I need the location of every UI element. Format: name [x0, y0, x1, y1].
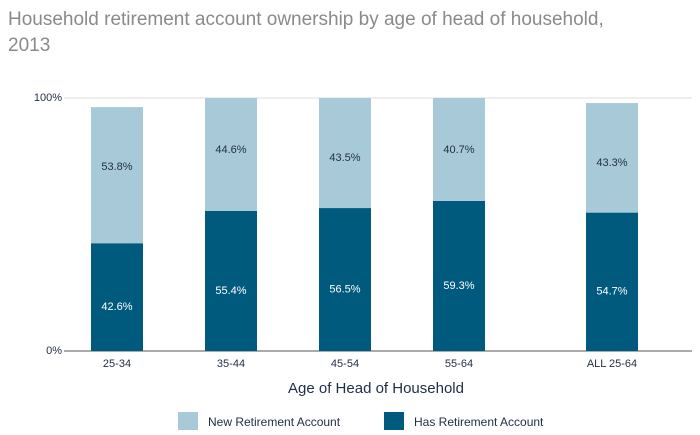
legend-label: New Retirement Account — [208, 415, 341, 429]
data-label: 43.5% — [329, 152, 360, 164]
bar-segment — [586, 212, 638, 351]
bar-segment — [433, 200, 485, 351]
bar-segment — [586, 103, 638, 213]
x-tick-label: 35-44 — [217, 358, 245, 370]
x-tick-label: 45-54 — [331, 358, 359, 370]
data-label: 42.6% — [101, 301, 132, 313]
data-label: 40.7% — [443, 144, 474, 156]
legend-swatch — [384, 412, 404, 430]
y-tick-label: 0% — [46, 345, 62, 357]
data-label: 53.8% — [101, 161, 132, 173]
data-label: 44.6% — [215, 144, 246, 156]
y-tick-label: 100% — [34, 92, 62, 104]
bar-segment — [91, 243, 143, 351]
bar-segment — [433, 98, 485, 201]
data-label: 43.3% — [596, 157, 627, 169]
chart-title-line-1: Household retirement account ownership b… — [8, 9, 604, 30]
x-tick-label: ALL 25-64 — [587, 358, 637, 370]
data-label: 54.7% — [596, 286, 627, 298]
data-label: 59.3% — [443, 280, 474, 292]
bar-segment — [205, 210, 257, 351]
bar-segment — [91, 107, 143, 244]
x-tick-label: 55-64 — [445, 358, 473, 370]
data-label: 55.4% — [215, 285, 246, 297]
x-axis-label: Age of Head of Household — [288, 380, 464, 397]
bar-segment — [319, 208, 371, 351]
legend-swatch — [178, 412, 198, 430]
chart-title-line-2: 2013 — [8, 35, 50, 56]
x-tick-label: 25-34 — [103, 358, 131, 370]
bar-segment — [205, 98, 257, 211]
legend-label: Has Retirement Account — [414, 415, 544, 429]
data-label: 56.5% — [329, 283, 360, 295]
bar-segment — [319, 98, 371, 209]
